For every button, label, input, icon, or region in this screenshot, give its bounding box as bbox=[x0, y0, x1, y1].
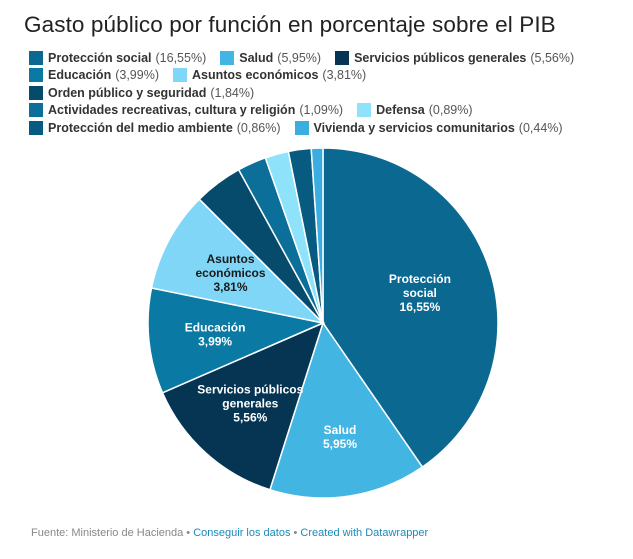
legend-label: Educación bbox=[48, 68, 112, 83]
legend-value: (5,95%) bbox=[277, 50, 322, 65]
legend-row: Protección social (16,55%) Salud (5,95%) Ser… bbox=[29, 49, 609, 67]
legend-row: Protección del medio ambiente (0,86%) Vivi… bbox=[29, 119, 609, 137]
legend-value: (1,09%) bbox=[299, 103, 344, 118]
slice-label: 3,99% bbox=[198, 334, 232, 348]
legend-swatch bbox=[29, 50, 43, 65]
legend-label: Actividades recreativas, cultura y relig… bbox=[48, 103, 296, 118]
legend-item: Vivienda y servicios comunitarios (0,44%) bbox=[294, 119, 563, 137]
legend-label: Salud bbox=[239, 50, 274, 65]
legend-label: Asuntos económicos bbox=[192, 68, 319, 83]
legend-item: Actividades recreativas, cultura y relig… bbox=[29, 102, 343, 120]
legend-swatch bbox=[29, 120, 43, 135]
slice-label: Protección bbox=[389, 272, 451, 286]
legend-value: (0,44%) bbox=[518, 120, 563, 135]
legend-label: Vivienda y servicios comunitarios bbox=[313, 120, 515, 135]
legend-item: Protección del medio ambiente (0,86%) bbox=[29, 119, 281, 137]
get-data-link[interactable]: Conseguir los datos bbox=[193, 527, 291, 539]
footer-separator: • bbox=[183, 527, 194, 539]
legend-label: Orden público y seguridad bbox=[48, 85, 207, 100]
legend-swatch bbox=[294, 120, 309, 135]
legend-label: Protección social bbox=[48, 50, 152, 65]
legend-value: (0,86%) bbox=[236, 120, 281, 135]
pie-slice[interactable] bbox=[310, 147, 324, 324]
slice-label: Educación bbox=[185, 320, 246, 334]
pie-slice[interactable] bbox=[150, 198, 326, 325]
legend-label: Defensa bbox=[376, 103, 425, 118]
legend-item: Educación (3,99%) bbox=[29, 67, 159, 85]
legend-value: (16,55%) bbox=[155, 50, 207, 65]
legend-swatch bbox=[29, 68, 43, 83]
legend-item: Orden público y seguridad (1,84%) bbox=[29, 84, 254, 102]
slice-label: Servicios públicos bbox=[197, 383, 303, 397]
legend-swatch bbox=[29, 85, 43, 100]
legend-swatch bbox=[357, 103, 372, 118]
legend-item: Servicios públicos generales (5,56%) bbox=[335, 49, 574, 67]
legend-value: (0,89%) bbox=[428, 103, 473, 118]
chart-title: Gasto público por función en porcentaje … bbox=[24, 12, 556, 37]
legend-swatch bbox=[173, 68, 187, 83]
footer: Fuente: Ministerio de Hacienda • Consegu… bbox=[31, 527, 428, 539]
legend-value: (3,81%) bbox=[322, 68, 367, 83]
legend-item: Salud (5,95%) bbox=[220, 49, 321, 67]
legend-label: Servicios públicos generales bbox=[354, 50, 527, 65]
legend-swatch bbox=[220, 50, 235, 65]
source-text: Fuente: Ministerio de Hacienda bbox=[31, 527, 184, 539]
legend-item: Asuntos económicos (3,81%) bbox=[173, 67, 366, 85]
slice-label: Salud bbox=[324, 423, 357, 437]
legend-value: (5,56%) bbox=[530, 50, 575, 65]
slice-label: económicos bbox=[195, 266, 265, 280]
slice-label: 16,55% bbox=[400, 300, 441, 314]
footer-separator: • bbox=[290, 527, 301, 539]
slice-label: Asuntos bbox=[207, 252, 255, 266]
legend: Protección social (16,55%) Salud (5,95%) Ser… bbox=[29, 49, 609, 137]
legend-swatch bbox=[335, 50, 350, 65]
slice-label: 5,56% bbox=[233, 411, 267, 425]
legend-value: (3,99%) bbox=[115, 68, 159, 83]
legend-label: Protección del medio ambiente bbox=[48, 120, 233, 135]
pie-slice[interactable] bbox=[322, 147, 499, 469]
legend-item: Protección social (16,55%) bbox=[29, 49, 206, 67]
legend-swatch bbox=[29, 103, 43, 118]
legend-row: Educación (3,99%) Asuntos económicos (3,81%… bbox=[29, 67, 609, 102]
legend-value: (1,84%) bbox=[210, 85, 255, 100]
pie-slice[interactable] bbox=[161, 321, 325, 491]
slice-label: social bbox=[403, 286, 437, 300]
legend-row: Actividades recreativas, cultura y relig… bbox=[29, 102, 609, 120]
datawrapper-link[interactable]: Created with Datawrapper bbox=[300, 527, 429, 539]
slice-label: generales bbox=[222, 397, 278, 411]
legend-item: Defensa (0,89%) bbox=[357, 102, 473, 120]
pie-slice[interactable] bbox=[268, 321, 424, 499]
slice-label: 5,95% bbox=[323, 437, 357, 451]
slice-label: 3,81% bbox=[213, 280, 247, 294]
